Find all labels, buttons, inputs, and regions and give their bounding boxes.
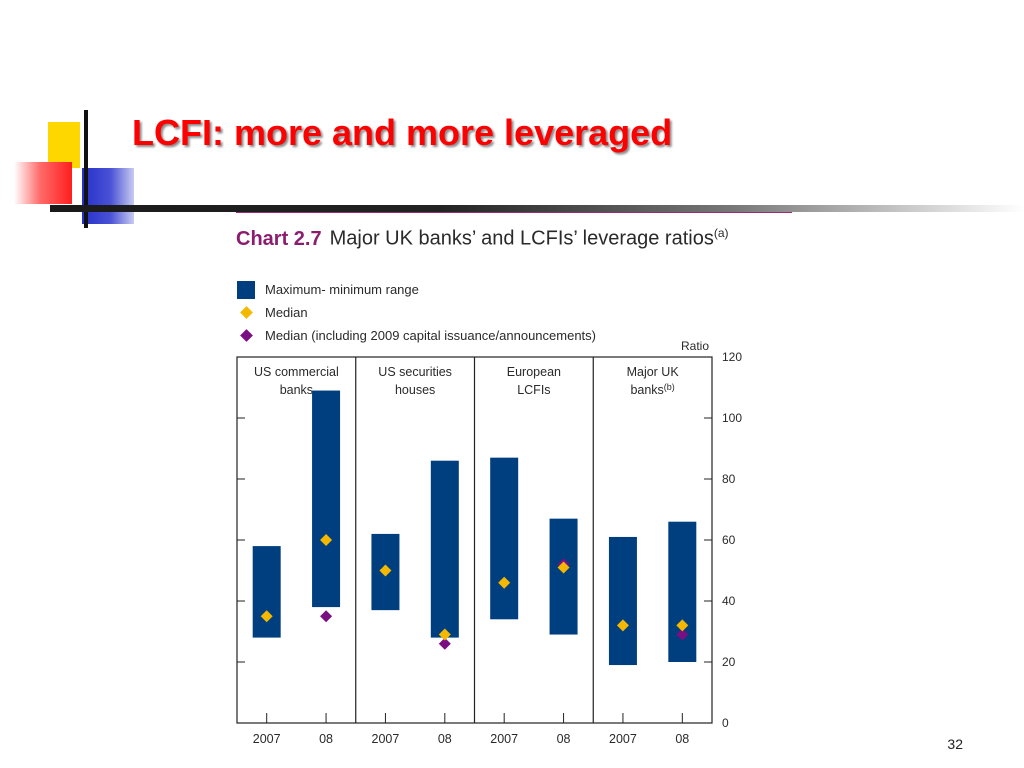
x-tick-label: 2007 bbox=[490, 732, 518, 746]
legend-item-range: Maximum- minimum range bbox=[236, 278, 596, 301]
logo-vertical-line bbox=[84, 110, 88, 228]
chart-title: Major UK banks’ and LCFIs’ leverage rati… bbox=[329, 227, 714, 250]
group-label: US securities houses bbox=[378, 365, 452, 397]
legend-range-swatch bbox=[237, 280, 255, 299]
logo-yellow-square bbox=[48, 122, 80, 168]
y-tick-label: 0 bbox=[722, 716, 729, 730]
range-bar bbox=[668, 521, 697, 662]
median-point bbox=[260, 610, 273, 623]
median-2009-point bbox=[320, 610, 333, 623]
y-tick-label: 100 bbox=[722, 411, 742, 425]
median-point bbox=[379, 564, 392, 577]
range-bar bbox=[490, 457, 519, 620]
chart-top-rule bbox=[236, 212, 792, 213]
legend-item-median: Median bbox=[236, 301, 596, 324]
median-point bbox=[498, 576, 511, 589]
logo-blue-square bbox=[82, 168, 134, 224]
logo bbox=[0, 100, 150, 230]
y-axis-label: Ratio bbox=[681, 339, 709, 353]
range-bar bbox=[312, 390, 341, 608]
chart-heading: Chart 2.7 Major UK banks’ and LCFIs’ leve… bbox=[236, 226, 729, 251]
title-underline bbox=[50, 205, 1024, 212]
x-tick-label: 08 bbox=[675, 732, 689, 746]
x-tick-label: 08 bbox=[319, 732, 333, 746]
chart-number: Chart 2.7 bbox=[236, 227, 322, 250]
group-label: US commercial banks bbox=[254, 365, 339, 397]
legend-range-label: Maximum- minimum range bbox=[265, 282, 419, 297]
legend-median-label: Median bbox=[265, 305, 308, 320]
median-point bbox=[557, 561, 570, 574]
median-point bbox=[438, 628, 451, 641]
x-tick-label: 2007 bbox=[372, 732, 400, 746]
range-bar bbox=[549, 518, 578, 635]
group-label: European LCFIs bbox=[507, 365, 561, 397]
x-tick-label: 08 bbox=[438, 732, 452, 746]
chart-legend: Maximum- minimum range Median Median (in… bbox=[236, 278, 596, 347]
y-tick-label: 120 bbox=[722, 350, 742, 364]
x-tick-label: 08 bbox=[557, 732, 571, 746]
y-tick-label: 80 bbox=[722, 472, 736, 486]
x-tick-label: 2007 bbox=[253, 732, 281, 746]
legend-median-2009-label: Median (including 2009 capital issuance/… bbox=[265, 328, 596, 343]
y-tick-label: 20 bbox=[722, 655, 736, 669]
group-label: Major UK banks(b) bbox=[627, 365, 680, 397]
median-point bbox=[320, 534, 333, 546]
logo-red-square bbox=[14, 162, 72, 204]
median-point bbox=[676, 619, 689, 632]
median-point bbox=[616, 619, 629, 632]
chart-title-note: (a) bbox=[713, 226, 729, 240]
median-2009-point bbox=[676, 628, 689, 641]
median-2009-point bbox=[438, 637, 451, 650]
range-bar bbox=[252, 546, 281, 638]
page-number: 32 bbox=[947, 736, 963, 752]
range-bar bbox=[430, 460, 459, 638]
y-tick-label: 40 bbox=[722, 594, 736, 608]
x-tick-label: 2007 bbox=[609, 732, 637, 746]
range-bar bbox=[608, 536, 637, 666]
legend-item-median-2009: Median (including 2009 capital issuance/… bbox=[236, 324, 596, 347]
slide-title: LCFI: more and more leveraged bbox=[132, 112, 673, 153]
y-tick-label: 60 bbox=[722, 533, 736, 547]
